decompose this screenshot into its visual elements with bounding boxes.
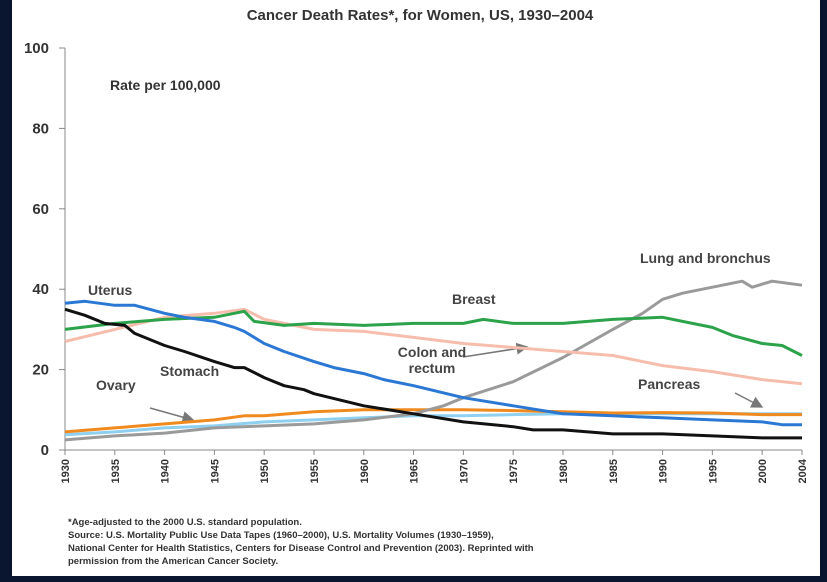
series-line (64, 408, 802, 434)
x-tick-label: 1930 (60, 459, 72, 483)
series-label: Stomach (160, 363, 220, 379)
panel (12, 0, 820, 576)
y-axis-label: Rate per 100,000 (110, 77, 221, 93)
series-line (64, 279, 803, 442)
y-tick-label: 20 (32, 362, 49, 379)
x-tick-label: 1995 (707, 459, 719, 483)
x-tick-label: 1950 (259, 459, 271, 483)
series-label: Pancreas (638, 376, 701, 392)
x-tick-label: 1970 (458, 459, 470, 483)
series-label: Ovary (96, 377, 136, 393)
x-tick-label: 1965 (409, 459, 421, 483)
x-tick-label: 1980 (558, 459, 570, 483)
y-tick-label: 0 (41, 442, 49, 459)
x-tick-label: 2000 (757, 459, 769, 483)
x-tick-label: 1975 (508, 459, 520, 483)
y-tick-label: 60 (32, 201, 49, 218)
series-line (64, 299, 802, 427)
series-line (64, 309, 803, 357)
series-label: Colon and rectum (397, 344, 467, 376)
x-tick-label: 1955 (309, 459, 321, 483)
arrow (149, 407, 195, 423)
x-tick-label: 1945 (209, 459, 221, 483)
x-tick-label: 2004 (797, 458, 809, 483)
y-tick-label: 100 (24, 40, 49, 57)
footnote: National Center for Health Statistics, C… (68, 543, 534, 554)
x-tick-label: 1940 (160, 459, 172, 483)
footnote: permission from the American Cancer Soci… (68, 556, 279, 567)
series-label: Lung and bronchus (640, 250, 771, 266)
x-tick-label: 1960 (359, 459, 371, 483)
chart-title: Cancer Death Rates*, for Women, US, 1930… (247, 7, 594, 24)
footnote: *Age-adjusted to the 2000 U.S. standard … (68, 517, 302, 528)
series-line (64, 307, 803, 386)
x-tick-label: 1985 (608, 459, 620, 483)
footnote: Source: U.S. Mortality Public Use Data T… (68, 530, 494, 541)
y-tick-label: 40 (32, 281, 49, 298)
series-label: Breast (452, 291, 496, 307)
series-label: Uterus (88, 282, 133, 298)
x-tick-label: 1990 (658, 459, 670, 483)
y-tick-label: 80 (32, 120, 49, 137)
series-line (64, 307, 802, 440)
x-tick-label: 1935 (110, 459, 122, 483)
arrow (734, 392, 764, 408)
